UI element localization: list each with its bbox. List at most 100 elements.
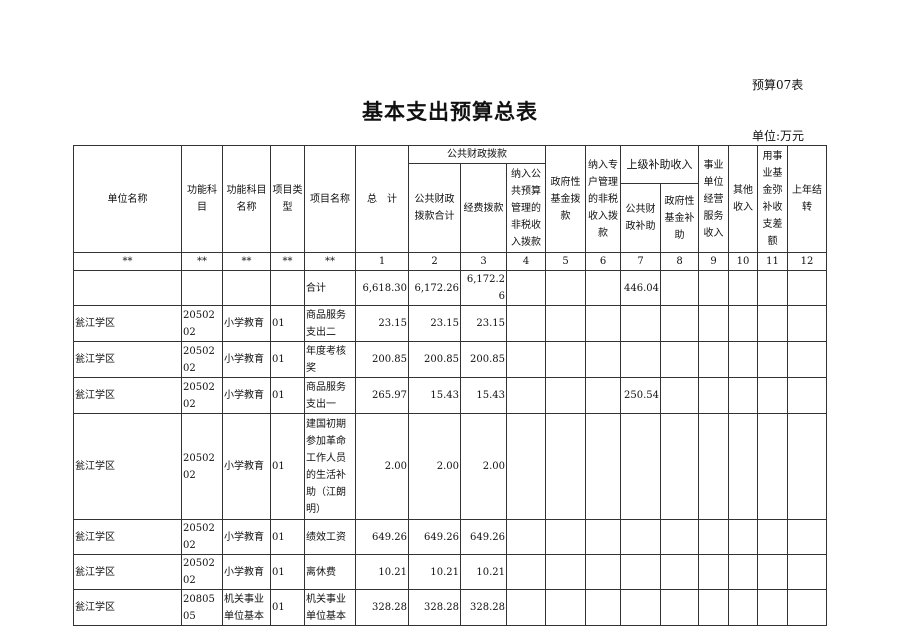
table-cell: 小学教育 xyxy=(222,554,271,590)
table-cell: 小学教育 xyxy=(222,341,271,378)
index-cell: ** xyxy=(73,252,182,271)
table-cell xyxy=(506,270,546,306)
index-cell: 9 xyxy=(698,252,729,271)
table-cell: 瓮江学区 xyxy=(73,377,182,414)
table-cell xyxy=(698,589,729,626)
index-cell: 7 xyxy=(620,252,661,271)
table-cell xyxy=(585,305,621,342)
table-cell: 2.00 xyxy=(408,413,461,520)
index-cell: 3 xyxy=(460,252,507,271)
table-cell xyxy=(698,270,729,306)
index-cell: 10 xyxy=(728,252,758,271)
table-cell: 328.28 xyxy=(460,589,507,626)
table-cell: 2.00 xyxy=(355,413,409,520)
table-cell xyxy=(222,270,271,306)
table-cell xyxy=(787,589,827,626)
header-unit-name: 单位名称 xyxy=(73,145,182,253)
header-proj-name: 项目名称 xyxy=(304,145,356,253)
table-cell xyxy=(757,554,788,590)
table-cell xyxy=(545,413,586,520)
table-cell xyxy=(757,589,788,626)
table-cell xyxy=(660,413,699,520)
table-cell xyxy=(660,270,699,306)
table-cell: 小学教育 xyxy=(222,413,271,520)
table-cell: 2.00 xyxy=(460,413,507,520)
table-cell xyxy=(787,413,827,520)
table-cell xyxy=(506,377,546,414)
index-cell: 12 xyxy=(787,252,827,271)
header-business: 事业单位经营服务收入 xyxy=(698,145,729,253)
table-cell xyxy=(585,341,621,378)
table-cell: 2050202 xyxy=(181,519,223,555)
table-cell: 瓮江学区 xyxy=(73,341,182,378)
index-cell: ** xyxy=(304,252,356,271)
table-cell: 01 xyxy=(270,341,305,378)
table-cell xyxy=(545,377,586,414)
table-row: 瓮江学区 2080505 机关事业单位基本 01 机关事业单位基本 328.28 328.2… xyxy=(73,589,827,626)
header-sup-gov: 政府性基金补助 xyxy=(660,183,699,253)
total-row: 合计 6,618.30 6,172.26 6,172.26 446.04 xyxy=(73,270,827,306)
table-cell xyxy=(585,377,621,414)
table-cell xyxy=(660,554,699,590)
table-cell: 01 xyxy=(270,554,305,590)
header-sup-public: 公共财政补助 xyxy=(620,183,661,253)
table-cell: 328.28 xyxy=(355,589,409,626)
header-reserve: 用事业基金弥补收支差额 xyxy=(757,145,788,253)
table-cell: 小学教育 xyxy=(222,305,271,342)
table-cell xyxy=(620,589,661,626)
table-cell xyxy=(728,554,758,590)
header-pf-funds: 经费拨款 xyxy=(460,163,507,253)
table-row: 瓮江学区 2050202 小学教育 01 商品服务支出二 23.15 23.15 23.15 xyxy=(73,305,827,342)
table-cell xyxy=(660,305,699,342)
table-cell xyxy=(787,519,827,555)
header-gov-fund: 政府性基金拨款 xyxy=(545,145,586,253)
table-cell xyxy=(506,413,546,520)
table-cell: 649.26 xyxy=(408,519,461,555)
index-cell: ** xyxy=(222,252,271,271)
table-cell: 23.15 xyxy=(408,305,461,342)
table-cell xyxy=(660,341,699,378)
index-cell: 5 xyxy=(545,252,586,271)
table-cell: 10.21 xyxy=(355,554,409,590)
table-cell xyxy=(506,305,546,342)
table-cell xyxy=(787,341,827,378)
header-func-name: 功能科目名称 xyxy=(222,145,271,253)
table-cell xyxy=(787,554,827,590)
table-cell: 机关事业单位基本 xyxy=(304,589,356,626)
table-cell xyxy=(506,519,546,555)
table-cell xyxy=(698,413,729,520)
table-cell xyxy=(620,413,661,520)
table-row: 瓮江学区 2050202 小学教育 01 建国初期参加革命工作人员的生活补助（江朗明） 2… xyxy=(73,413,827,520)
table-cell: 10.21 xyxy=(460,554,507,590)
table-cell xyxy=(585,270,621,306)
page-title: 基本支出预算总表 xyxy=(362,99,538,124)
table-cell: 23.15 xyxy=(460,305,507,342)
table-cell: 6,172.26 xyxy=(408,270,461,306)
header-pf-nontax: 纳入公共预算管理的非税收入拨款 xyxy=(506,163,546,253)
table-cell: 200.85 xyxy=(355,341,409,378)
index-row: ** ** ** ** ** 1 2 3 4 5 6 7 8 9 10 11 12 xyxy=(73,252,827,271)
table-cell xyxy=(728,589,758,626)
table-cell: 2080505 xyxy=(181,589,223,626)
table-cell: 商品服务支出二 xyxy=(304,305,356,342)
table-cell: 2050202 xyxy=(181,377,223,414)
header-pf-total: 公共财政拨款合计 xyxy=(408,163,461,253)
table-cell: 6,618.30 xyxy=(355,270,409,306)
table-cell xyxy=(620,341,661,378)
table-cell: 446.04 xyxy=(620,270,661,306)
table-cell xyxy=(660,377,699,414)
form-number: 预算07表 xyxy=(752,78,804,92)
header-superior: 上级补助收入 xyxy=(620,145,699,184)
table-cell xyxy=(585,413,621,520)
table-cell: 2050202 xyxy=(181,305,223,342)
table-cell: 01 xyxy=(270,305,305,342)
table-cell: 绩效工资 xyxy=(304,519,356,555)
header-special-nontax: 纳入专户管理的非税收入拨款 xyxy=(585,145,621,253)
table-row: 瓮江学区 2050202 小学教育 01 绩效工资 649.26 649.26 649.26 xyxy=(73,519,827,555)
table-cell xyxy=(620,305,661,342)
table-cell xyxy=(698,554,729,590)
table-cell xyxy=(787,305,827,342)
table-cell: 机关事业单位基本 xyxy=(222,589,271,626)
table-cell: 649.26 xyxy=(355,519,409,555)
table-cell: 瓮江学区 xyxy=(73,413,182,520)
